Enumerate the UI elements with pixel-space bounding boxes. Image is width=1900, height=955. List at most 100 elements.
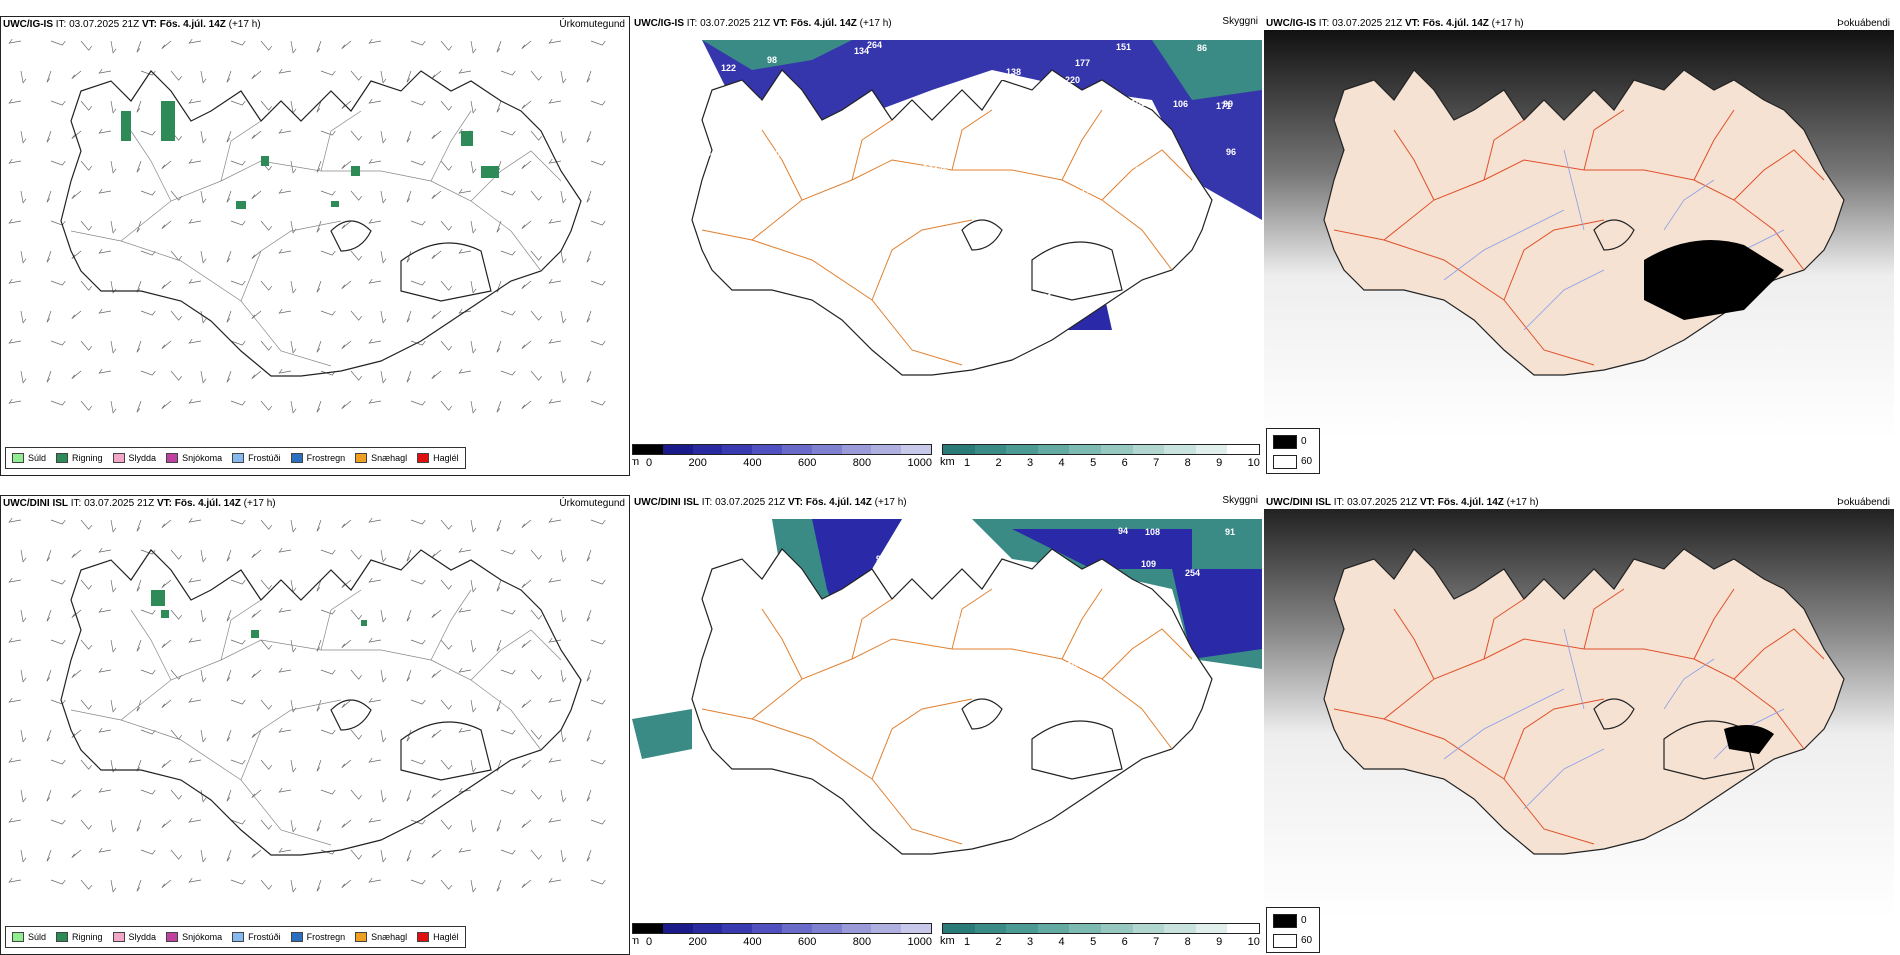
wind-barb: [140, 609, 156, 615]
visibility-value-label: 138: [1006, 67, 1021, 77]
colorbar-tick: 2: [995, 457, 1002, 469]
wind-barb: [98, 128, 112, 134]
visibility-value-label: 147: [1044, 154, 1059, 164]
fog-legend-black-label: 0: [1301, 436, 1307, 447]
wind-barb: [161, 759, 172, 768]
wind-barb: [98, 188, 112, 194]
wind-barb: [341, 400, 352, 409]
wind-barb: [320, 310, 336, 316]
wind-barb: [8, 817, 22, 823]
wind-barb: [316, 160, 322, 173]
wind-barb: [440, 579, 452, 590]
wind-barb: [170, 669, 182, 680]
wind-barb: [431, 190, 442, 199]
cloud-colorbar-strip: [632, 444, 932, 455]
wind-barb: [458, 547, 472, 553]
wind-barb: [290, 280, 297, 294]
wind-barb: [188, 637, 202, 643]
fog-legend-white-label: 60: [1301, 935, 1313, 946]
wind-barb: [586, 549, 592, 562]
wind-barb: [341, 280, 352, 289]
wind-barb: [278, 308, 292, 314]
wind-barbs: [8, 38, 606, 414]
wind-barb: [226, 549, 232, 562]
wind-barb: [136, 879, 142, 892]
wind-barb: [170, 729, 182, 740]
wind-barb: [251, 370, 262, 379]
wind-barb: [470, 100, 477, 114]
wind-barb: [46, 70, 52, 83]
wind-barb: [80, 400, 92, 411]
wind-barb: [341, 699, 352, 708]
wind-barb: [316, 579, 322, 592]
colorbar-swatch: [722, 924, 753, 933]
wind-barb: [530, 789, 542, 800]
visibility-value-label: 77: [1081, 185, 1091, 195]
wind-barb: [431, 609, 442, 618]
wind-barb: [548, 517, 562, 523]
wind-barb: [406, 370, 412, 383]
wind-barb: [341, 220, 352, 229]
wind-barb: [161, 579, 172, 588]
panel-header: UWC/DINI ISL IT: 03.07.2025 21Z VT: Fös.…: [3, 498, 276, 509]
wind-barb: [350, 70, 362, 81]
wind-barb: [8, 278, 22, 284]
visibility-value-label: 120: [917, 620, 932, 630]
wind-barb: [470, 40, 477, 54]
colorbar-tick: 400: [743, 936, 762, 948]
colorbar-tick: 8: [1184, 936, 1191, 948]
wind-barb: [440, 340, 452, 351]
wind-barb: [50, 579, 66, 585]
wind-barb: [50, 220, 66, 226]
wind-barb: [548, 877, 562, 883]
colorbar-tick: 1000: [907, 936, 932, 948]
visibility-value-label: 96: [1226, 147, 1236, 157]
wind-barb: [80, 819, 92, 830]
wind-barb: [161, 639, 172, 648]
visibility-value-label: 92: [1128, 203, 1138, 213]
colorbar-swatch: [752, 445, 782, 454]
wind-barb: [431, 669, 442, 678]
wind-barb: [586, 609, 592, 622]
wind-barb: [341, 879, 352, 888]
wind-barb: [560, 370, 567, 384]
visibility-value-label: 140: [1017, 577, 1032, 587]
wind-barb: [341, 759, 352, 768]
visibility-value-label: 166: [896, 172, 911, 182]
wind-barb: [406, 849, 412, 862]
visibility-value-label: 122: [747, 112, 762, 122]
visibility-value-label: 122: [721, 63, 736, 73]
wind-barb: [380, 609, 387, 623]
wind-barb: [458, 607, 472, 613]
colorbar-tick: 4: [1058, 936, 1065, 948]
visibility-value-label: 94: [1118, 526, 1128, 536]
wind-barb: [251, 729, 262, 738]
wind-barb: [410, 400, 426, 406]
fog-legend-white: [1273, 455, 1297, 469]
wind-barb: [80, 100, 92, 111]
wind-barb: [110, 280, 117, 294]
fog-indicator-map: [1264, 30, 1894, 440]
wind-barb: [71, 310, 82, 319]
wind-barb: [260, 819, 272, 830]
wind-barb: [188, 338, 202, 344]
wind-barb: [586, 130, 592, 143]
wind-barb: [71, 130, 82, 139]
colorbar-tick: 4: [1058, 457, 1065, 469]
wind-barb: [470, 759, 477, 773]
wind-barb: [230, 40, 246, 46]
wind-barb: [71, 609, 82, 618]
panel-title: Skyggni: [1222, 16, 1258, 27]
wind-barb: [350, 609, 362, 620]
wind-barb: [586, 729, 592, 742]
wind-barb: [548, 278, 562, 284]
wind-barb: [98, 787, 112, 793]
colorbar-swatch: [1227, 445, 1259, 454]
wind-barb: [226, 669, 232, 682]
visibility-value-label: 137: [730, 151, 745, 161]
wind-barb: [458, 188, 472, 194]
wind-barb: [136, 579, 142, 592]
wind-barb: [470, 879, 477, 893]
visibility-value-label: 107: [718, 530, 733, 540]
visibility-value-label: 102: [736, 90, 751, 100]
